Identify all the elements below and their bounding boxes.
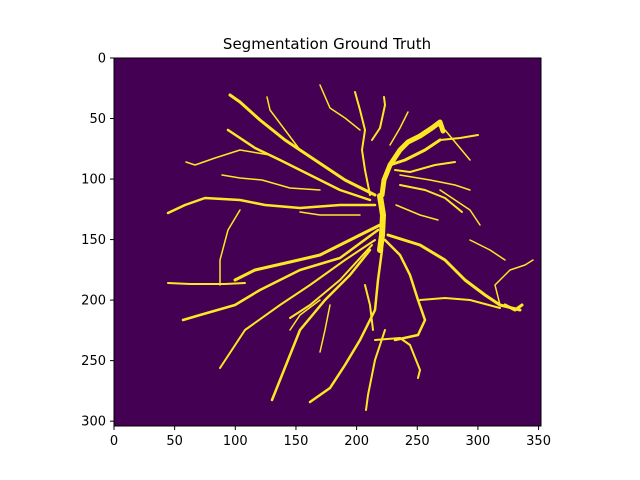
vessel — [233, 223, 382, 282]
vessel — [394, 161, 456, 173]
vessel — [167, 282, 246, 285]
vessel-trunk — [379, 119, 446, 198]
x-tick-label: 250 — [405, 434, 430, 449]
vessel — [270, 248, 372, 402]
y-axis: 0 50 100 150 200 250 300 — [81, 52, 114, 430]
x-tick-label: 200 — [344, 434, 369, 449]
vessel — [319, 84, 361, 131]
vessel — [469, 239, 506, 261]
y-tick-label: 150 — [81, 233, 106, 248]
vessel — [289, 244, 373, 319]
vessel — [444, 129, 471, 161]
vessel — [266, 96, 301, 151]
vessel — [395, 204, 439, 221]
vessel — [503, 303, 524, 312]
vessel — [389, 111, 409, 146]
vessel — [364, 284, 374, 331]
vessel — [365, 329, 386, 411]
vessel — [166, 196, 377, 215]
vessel — [399, 174, 471, 191]
vessel — [383, 238, 427, 342]
y-tick-label: 200 — [81, 294, 106, 309]
x-tick-label: 150 — [284, 434, 309, 449]
image-background — [114, 58, 541, 426]
axes-frame — [113, 57, 542, 427]
image-panel — [114, 58, 541, 426]
vessel — [221, 174, 321, 191]
vessel — [226, 128, 372, 202]
vessel — [228, 93, 377, 197]
x-tick-label: 300 — [466, 434, 491, 449]
figure-title: Segmentation Ground Truth — [223, 35, 431, 53]
y-tick-label: 250 — [81, 354, 106, 369]
x-tick-label: 100 — [223, 434, 248, 449]
vessel — [399, 184, 463, 213]
vessel — [299, 211, 361, 216]
vessel — [219, 239, 376, 369]
vessel-trunk-lower — [377, 193, 386, 253]
axes-border — [113, 57, 542, 427]
x-tick-label: 350 — [526, 434, 551, 449]
vessel — [219, 209, 241, 286]
vessel — [308, 248, 384, 404]
y-tick-label: 50 — [89, 112, 106, 127]
vessel — [374, 337, 421, 379]
vessel — [371, 96, 386, 141]
vessel — [181, 228, 380, 322]
vessel — [185, 149, 271, 166]
vessel — [419, 297, 501, 309]
vessel — [289, 299, 321, 331]
y-tick-label: 300 — [81, 415, 106, 430]
x-axis: 0 50 100 150 200 250 300 350 — [110, 426, 551, 449]
y-tick-label: 100 — [81, 173, 106, 188]
vessel — [354, 91, 371, 196]
vessel — [439, 189, 481, 226]
vessel-mask — [166, 84, 534, 411]
vessel — [388, 138, 442, 167]
x-tick-label: 0 — [110, 434, 118, 449]
vessel — [439, 134, 479, 141]
y-tick-label: 0 — [98, 52, 106, 67]
x-tick-label: 50 — [166, 434, 183, 449]
vessel — [319, 304, 331, 353]
vessel — [494, 259, 534, 306]
